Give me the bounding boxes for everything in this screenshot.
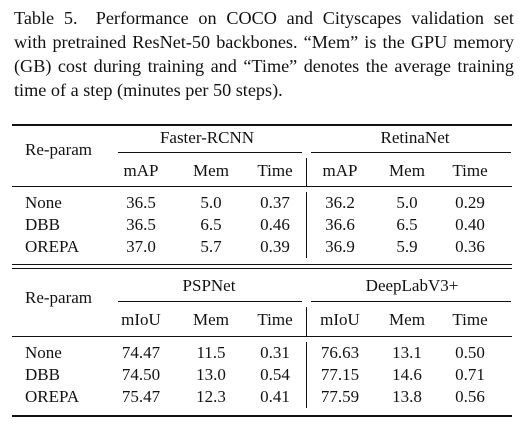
table2-cell: 74.47 (121, 343, 161, 362)
table2-cell: 0.56 (455, 387, 485, 406)
table1-cell: 5.0 (396, 193, 418, 212)
table1-divider-header (306, 158, 307, 186)
table1-col-header: Time (257, 161, 293, 180)
table2-row-label: DBB (25, 365, 60, 384)
table2-cell: 0.41 (260, 387, 290, 406)
table2-cell: 0.50 (455, 343, 485, 362)
table1-col-header: mAP (123, 161, 159, 180)
table2-col-header: mIoU (320, 310, 360, 329)
table1-cell: 5.9 (396, 237, 418, 256)
table1-cell: 36.6 (325, 215, 355, 234)
table2-cell: 0.54 (260, 365, 290, 384)
table2-col-header: Time (452, 310, 488, 329)
table1-row-label: None (25, 193, 62, 212)
table2-col-header: Time (257, 310, 293, 329)
table2-cell: 0.31 (260, 343, 290, 362)
table2-divider-header (306, 307, 307, 336)
table1-col-header: Mem (389, 161, 425, 180)
table2-col-header: Mem (193, 310, 229, 329)
table-caption: Table 5. Performance on COCO and Citysca… (14, 8, 514, 100)
table2-cell: 13.1 (392, 343, 422, 362)
table1-col-header: mAP (322, 161, 358, 180)
table1-cell: 5.7 (200, 237, 222, 256)
table2-group-pspnet: PSPNet (182, 276, 236, 295)
table2-row-label: None (25, 343, 62, 362)
table1-cell: 36.5 (126, 193, 156, 212)
table1-col-header: Time (452, 161, 488, 180)
table2-cell: 13.8 (392, 387, 422, 406)
table2-cell: 14.6 (392, 365, 422, 384)
table1-group-rule-left (118, 152, 302, 153)
table1-cell: 0.39 (260, 237, 290, 256)
table1-cell: 6.5 (200, 215, 222, 234)
table1-cell: 37.0 (126, 237, 156, 256)
table1-cell: 6.5 (396, 215, 418, 234)
table-separator-rule-1 (12, 264, 512, 265)
table1-cell: 36.5 (126, 215, 156, 234)
table1-cell: 36.2 (325, 193, 355, 212)
table2-header-rule (12, 336, 512, 337)
table1-top-rule (12, 124, 512, 126)
table1-cell: 0.36 (455, 237, 485, 256)
table1-header-rule (12, 186, 512, 187)
table2-col-header: Mem (389, 310, 425, 329)
table2-cell: 13.0 (196, 365, 226, 384)
table1-row-header: Re-param (25, 140, 93, 159)
table1-cell: 0.37 (260, 193, 290, 212)
table2-cell: 77.59 (320, 387, 360, 406)
table2-bottom-rule (12, 415, 512, 417)
table1-cell: 0.29 (455, 193, 485, 212)
table2-row-header: Re-param (25, 288, 93, 307)
table2-group-deeplabv3plus: DeepLabV3+ (365, 276, 459, 295)
table2-group-rule-left (118, 301, 302, 302)
table2-cell: 75.47 (121, 387, 161, 406)
table1-group-retinanet: RetinaNet (380, 128, 450, 147)
table1-group-rule-right (311, 152, 511, 153)
table2-row-label: OREPA (25, 387, 80, 406)
table-separator-rule-2 (12, 268, 512, 269)
table2-cell: 12.3 (196, 387, 226, 406)
table2-divider-body (306, 342, 307, 408)
table2-group-rule-right (311, 301, 511, 302)
table1-cell: 36.9 (325, 237, 355, 256)
table1-cell: 0.40 (455, 215, 485, 234)
table1-row-label: OREPA (25, 237, 80, 256)
table2-col-header: mIoU (121, 310, 161, 329)
table2-cell: 77.15 (320, 365, 360, 384)
table1-row-label: DBB (25, 215, 60, 234)
table1-group-faster-rcnn: Faster-RCNN (159, 128, 255, 147)
table1-cell: 0.46 (260, 215, 290, 234)
table2-cell: 11.5 (196, 343, 226, 362)
table2-cell: 74.50 (121, 365, 161, 384)
table1-cell: 5.0 (200, 193, 222, 212)
table1-col-header: Mem (193, 161, 229, 180)
table1-divider-body (306, 192, 307, 258)
table2-cell: 0.71 (455, 365, 485, 384)
table2-cell: 76.63 (320, 343, 360, 362)
